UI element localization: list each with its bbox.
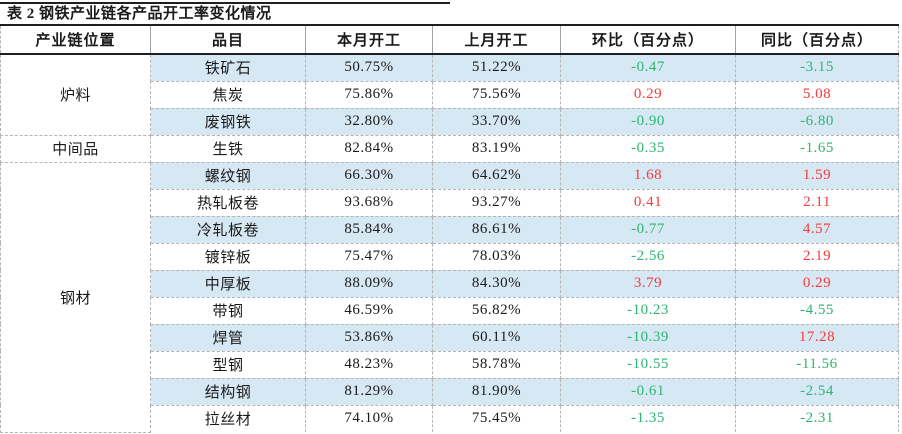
- mom-change-cell: -0.77: [560, 215, 736, 244]
- current-month-cell: 75.47%: [305, 242, 433, 271]
- yoy-change-cell: 0.29: [735, 269, 899, 298]
- column-header-chain-position: 产业链位置: [0, 24, 151, 55]
- table-header: 产业链位置 品目 本月开工 上月开工 环比（百分点） 同比（百分点）: [0, 24, 899, 55]
- item-cell: 废钢铁: [150, 107, 306, 136]
- previous-month-cell: 51.22%: [432, 53, 561, 82]
- yoy-change-cell: -1.65: [735, 134, 899, 163]
- table-row: 钢材 螺纹钢 66.30% 64.62% 1.68 1.59: [0, 161, 899, 433]
- yoy-change-cell: -11.56: [735, 350, 899, 379]
- previous-month-cell: 58.78%: [432, 350, 561, 379]
- mom-change-cell: -2.56: [560, 242, 736, 271]
- group-cell: 钢材: [0, 161, 151, 433]
- item-cell: 带钢: [150, 296, 306, 325]
- current-month-cell: 88.09%: [305, 269, 433, 298]
- item-cell: 热轧板卷: [150, 188, 306, 217]
- yoy-change-cell: 4.57: [735, 215, 899, 244]
- table-row: 炉料 铁矿石 50.75% 51.22% -0.47 -3.15: [0, 53, 899, 136]
- item-cell: 镀锌板: [150, 242, 306, 271]
- current-month-cell: 50.75%: [305, 53, 433, 82]
- column-header-mom-change: 环比（百分点）: [560, 24, 736, 55]
- mom-change-cell: 0.29: [560, 80, 736, 109]
- item-cell: 铁矿石: [150, 53, 306, 82]
- current-month-cell: 48.23%: [305, 350, 433, 379]
- previous-month-cell: 75.56%: [432, 80, 561, 109]
- yoy-change-cell: 1.59: [735, 161, 899, 190]
- yoy-change-cell: -2.54: [735, 377, 899, 406]
- table-row: 焊管 53.86% 60.11% -10.39 17.28: [1, 323, 899, 352]
- mom-change-cell: -10.39: [560, 323, 736, 352]
- current-month-cell: 32.80%: [305, 107, 433, 136]
- table-body: 炉料 铁矿石 50.75% 51.22% -0.47 -3.15 焦炭 75.86% 75.56…: [0, 53, 899, 433]
- item-cell: 中厚板: [150, 269, 306, 298]
- current-month-cell: 85.84%: [305, 215, 433, 244]
- current-month-cell: 46.59%: [305, 296, 433, 325]
- yoy-change-cell: 17.28: [735, 323, 899, 352]
- previous-month-cell: 93.27%: [432, 188, 561, 217]
- previous-month-cell: 60.11%: [432, 323, 561, 352]
- yoy-change-cell: -2.31: [735, 404, 899, 432]
- previous-month-cell: 78.03%: [432, 242, 561, 271]
- item-cell: 焦炭: [150, 80, 306, 109]
- item-cell: 螺纹钢: [150, 161, 306, 190]
- item-cell: 生铁: [150, 134, 306, 163]
- column-header-previous-month: 上月开工: [432, 24, 561, 55]
- table-row: 中间品 生铁 82.84% 83.19% -0.35 -1.65: [0, 134, 899, 163]
- yoy-change-cell: -3.15: [735, 53, 899, 82]
- mom-change-cell: -1.35: [560, 404, 736, 432]
- previous-month-cell: 75.45%: [432, 404, 561, 432]
- previous-month-cell: 86.61%: [432, 215, 561, 244]
- table-row: 废钢铁 32.80% 33.70% -0.90 -6.80: [1, 107, 899, 136]
- mom-change-cell: 3.79: [560, 269, 736, 298]
- mom-change-cell: -0.35: [560, 134, 736, 163]
- table-row: 焦炭 75.86% 75.56% 0.29 5.08: [1, 80, 899, 109]
- previous-month-cell: 83.19%: [432, 134, 561, 163]
- previous-month-cell: 64.62%: [432, 161, 561, 190]
- column-header-current-month: 本月开工: [305, 24, 433, 55]
- table-row: 中厚板 88.09% 84.30% 3.79 0.29: [1, 269, 899, 298]
- table-row: 热轧板卷 93.68% 93.27% 0.41 2.11: [1, 188, 899, 217]
- operating-rate-table: 产业链位置 品目 本月开工 上月开工 环比（百分点） 同比（百分点） 炉料 铁矿石…: [0, 24, 899, 433]
- previous-month-cell: 84.30%: [432, 269, 561, 298]
- table-row: 冷轧板卷 85.84% 86.61% -0.77 4.57: [1, 215, 899, 244]
- title-top-rule: [0, 2, 450, 4]
- current-month-cell: 82.84%: [305, 134, 433, 163]
- current-month-cell: 66.30%: [305, 161, 433, 190]
- column-header-item: 品目: [150, 24, 306, 55]
- yoy-change-cell: 2.11: [735, 188, 899, 217]
- previous-month-cell: 81.90%: [432, 377, 561, 406]
- yoy-change-cell: 5.08: [735, 80, 899, 109]
- mom-change-cell: -0.61: [560, 377, 736, 406]
- table-row: 拉丝材 74.10% 75.45% -1.35 -2.31: [1, 404, 899, 432]
- current-month-cell: 93.68%: [305, 188, 433, 217]
- current-month-cell: 53.86%: [305, 323, 433, 352]
- current-month-cell: 75.86%: [305, 80, 433, 109]
- yoy-change-cell: 2.19: [735, 242, 899, 271]
- item-cell: 冷轧板卷: [150, 215, 306, 244]
- column-header-yoy-change: 同比（百分点）: [735, 24, 899, 55]
- item-cell: 型钢: [150, 350, 306, 379]
- item-cell: 结构钢: [150, 377, 306, 406]
- item-cell: 焊管: [150, 323, 306, 352]
- table-row: 结构钢 81.29% 81.90% -0.61 -2.54: [1, 377, 899, 406]
- previous-month-cell: 56.82%: [432, 296, 561, 325]
- mom-change-cell: 0.41: [560, 188, 736, 217]
- item-cell: 拉丝材: [150, 404, 306, 432]
- mom-change-cell: -10.55: [560, 350, 736, 379]
- current-month-cell: 74.10%: [305, 404, 433, 432]
- group-cell: 炉料: [0, 53, 151, 136]
- table-title: 表 2 钢铁产业链各产品开工率变化情况: [7, 6, 272, 22]
- mom-change-cell: -10.23: [560, 296, 736, 325]
- yoy-change-cell: -4.55: [735, 296, 899, 325]
- mom-change-cell: -0.47: [560, 53, 736, 82]
- mom-change-cell: -0.90: [560, 107, 736, 136]
- group-cell: 中间品: [0, 134, 151, 163]
- table-row: 带钢 46.59% 56.82% -10.23 -4.55: [1, 296, 899, 325]
- yoy-change-cell: -6.80: [735, 107, 899, 136]
- mom-change-cell: 1.68: [560, 161, 736, 190]
- previous-month-cell: 33.70%: [432, 107, 561, 136]
- current-month-cell: 81.29%: [305, 377, 433, 406]
